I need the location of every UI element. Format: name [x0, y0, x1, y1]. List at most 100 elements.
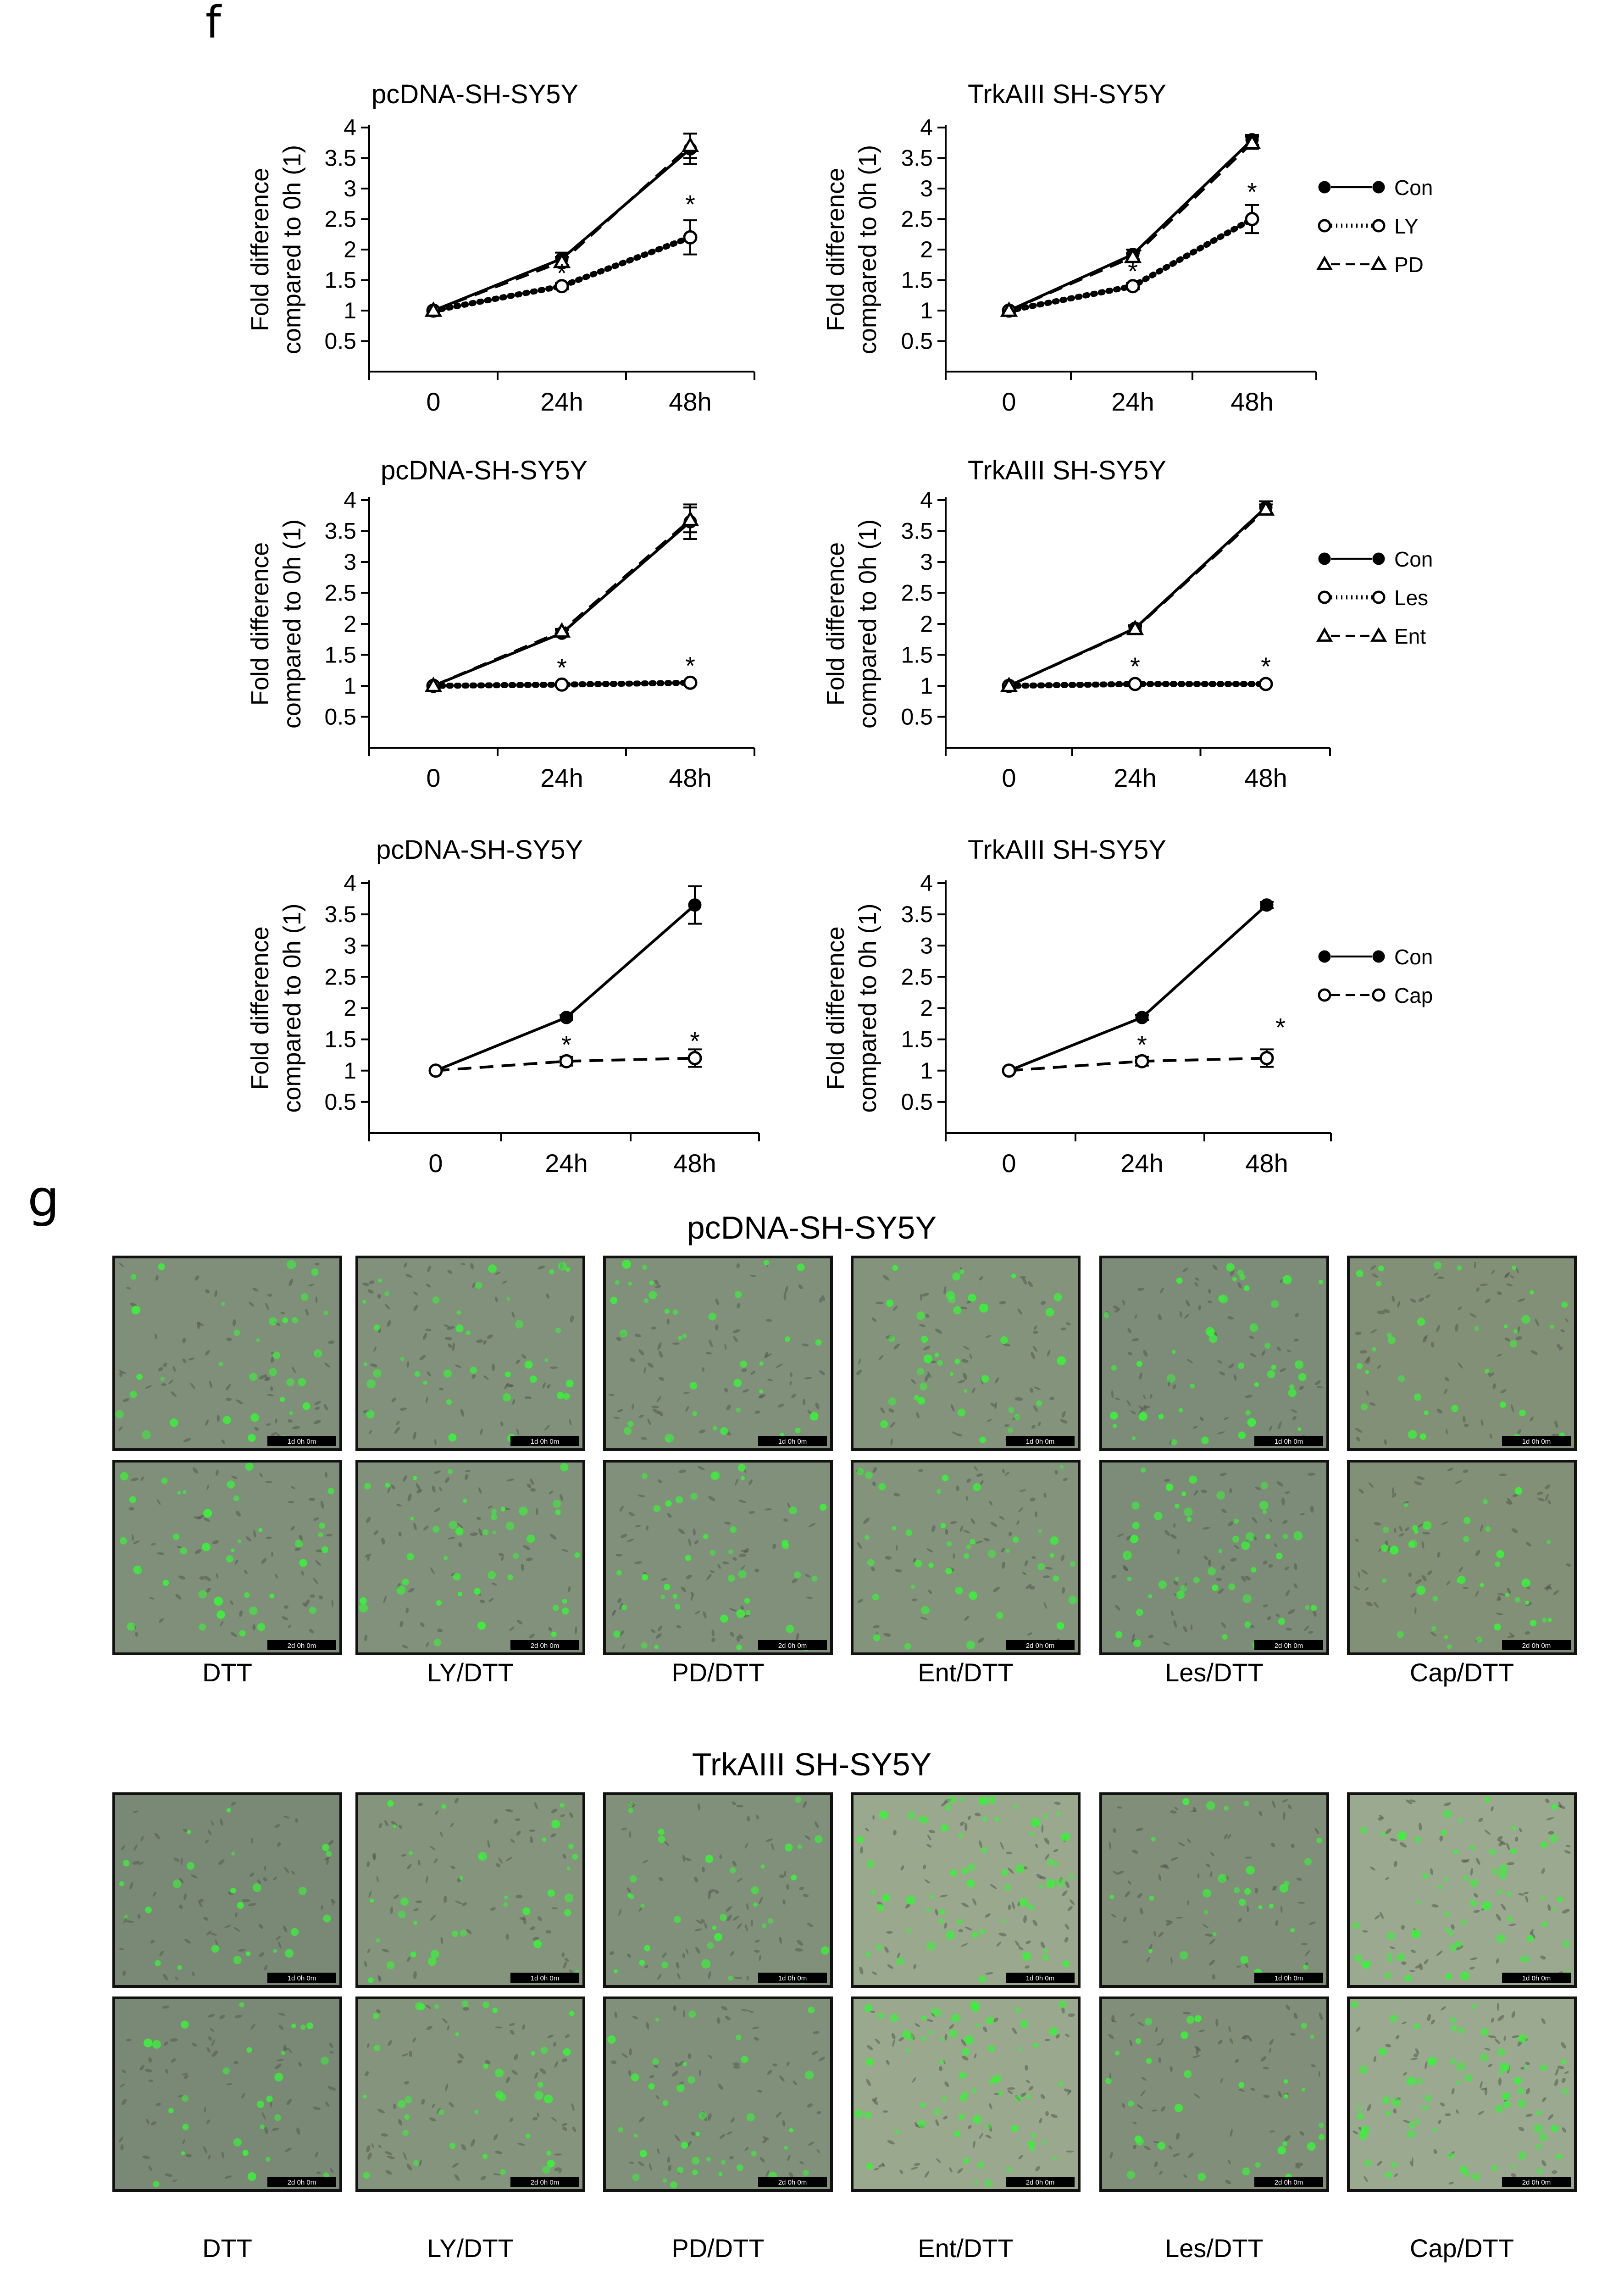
fluorescent-cell	[1232, 1535, 1240, 1543]
cell	[1484, 2087, 1488, 2096]
fluorescent-cell	[1351, 2001, 1358, 2008]
cell	[429, 2117, 436, 2122]
cell	[649, 2075, 654, 2078]
fluorescent-cell	[1524, 2065, 1528, 2070]
fluorescent-cell	[1014, 1805, 1018, 1810]
cell	[1182, 2012, 1191, 2015]
fluorescent-cell	[266, 2157, 271, 2162]
fluorescent-cell	[540, 2047, 548, 2054]
cell	[776, 2111, 782, 2118]
fluorescent-cell	[269, 1368, 277, 1376]
fluorescent-cell	[677, 2167, 684, 2173]
cell	[1115, 1605, 1120, 1611]
cell	[1148, 1635, 1154, 1639]
cell	[1526, 2088, 1530, 2095]
timestamp-badge	[1254, 1436, 1323, 1446]
fluorescent-cell	[1447, 1644, 1452, 1649]
fluorescent-cell	[292, 1317, 298, 1324]
fluorescent-cell	[282, 1317, 288, 1324]
chart-title: pcDNA-SH-SY5Y	[381, 456, 588, 485]
cell	[1117, 1870, 1125, 1874]
cell	[1024, 1560, 1028, 1567]
cell	[1176, 2132, 1180, 2140]
cell	[819, 1297, 823, 1303]
cell	[990, 1402, 996, 1407]
cell	[234, 1560, 238, 1565]
cell	[626, 1538, 634, 1542]
cell	[987, 1419, 992, 1422]
cell	[1408, 1572, 1412, 1577]
fluorescent-cell	[662, 2178, 667, 2183]
cell	[1358, 1571, 1361, 1578]
cell	[278, 2025, 284, 2030]
cell	[515, 1359, 521, 1364]
cell	[1064, 2088, 1072, 2093]
cell	[539, 2068, 546, 2074]
fluorescent-cell	[1485, 1796, 1491, 1802]
fluorescent-cell	[413, 2160, 419, 2166]
legend-marker	[1372, 988, 1386, 1002]
fluorescent-cell	[1310, 1605, 1317, 1611]
cell	[898, 2037, 904, 2041]
cell	[1492, 1383, 1496, 1389]
fluorescent-cell	[1244, 1621, 1251, 1628]
cell	[1007, 2090, 1013, 2094]
fluorescent-cell	[1182, 1798, 1190, 1805]
cell	[910, 2167, 918, 2170]
fluorescent-cell	[655, 2018, 660, 2022]
cell	[170, 2038, 178, 2042]
fluorescent-cell	[373, 1324, 380, 1331]
cell	[872, 1481, 876, 1486]
data-point-pd	[424, 301, 443, 317]
fluorescent-cell	[410, 1517, 414, 1521]
cell	[686, 1574, 692, 1579]
cell	[1067, 1906, 1073, 1911]
micrograph-image: 2d 0h 0m	[603, 1996, 833, 2192]
fluorescent-cell	[1470, 1845, 1475, 1850]
cell	[1379, 1815, 1384, 1819]
fluorescent-cell	[145, 1906, 152, 1913]
cell	[912, 2077, 916, 2083]
fluorescent-cell	[507, 1574, 513, 1580]
fluorescent-cell	[1005, 1549, 1010, 1553]
cell	[1209, 1939, 1216, 1945]
fluorescent-cell	[506, 1522, 515, 1530]
x-tick-label: 0	[428, 1149, 443, 1178]
fluorescent-cell	[1398, 1375, 1405, 1382]
fluorescent-cell	[1409, 2121, 1416, 2129]
fluorescent-cell	[378, 1279, 382, 1283]
fluorescent-cell	[640, 1903, 645, 1908]
fluorescent-cell	[129, 1390, 137, 1398]
cell	[1170, 2066, 1173, 2072]
fluorescent-cell	[311, 1268, 319, 1276]
cell	[1405, 1527, 1409, 1531]
cell	[216, 1573, 219, 1579]
cell	[1308, 1630, 1314, 1634]
micrograph-image: 2d 0h 0m	[1347, 1460, 1577, 1655]
cell	[1535, 1318, 1539, 1326]
fluorescent-cell	[1138, 1412, 1147, 1421]
fluorescent-cell	[1464, 2074, 1473, 2082]
cell	[367, 1289, 374, 1294]
cell	[511, 1312, 515, 1318]
fluorescent-cell	[396, 1585, 406, 1595]
cell	[190, 1383, 195, 1390]
micrograph-image: 2d 0h 0m	[851, 1996, 1081, 2192]
cell	[711, 1637, 715, 1642]
cell	[721, 2006, 728, 2011]
fluorescent-cell	[115, 1410, 124, 1419]
cell	[296, 2127, 300, 2135]
cell	[1109, 1841, 1112, 1850]
cell	[321, 1904, 323, 1911]
cell	[331, 1599, 334, 1607]
fluorescent-cell	[1001, 1869, 1009, 1876]
cell	[288, 2049, 292, 2053]
fluorescent-cell	[384, 1291, 390, 1296]
fluorescent-cell	[1542, 1618, 1547, 1623]
cell	[694, 1928, 702, 1931]
cell	[142, 2155, 150, 2159]
fluorescent-cell	[488, 1571, 496, 1579]
cell	[963, 1372, 967, 1380]
fluorescent-cell	[1472, 2005, 1477, 2009]
fluorescent-cell	[1180, 1951, 1188, 1960]
